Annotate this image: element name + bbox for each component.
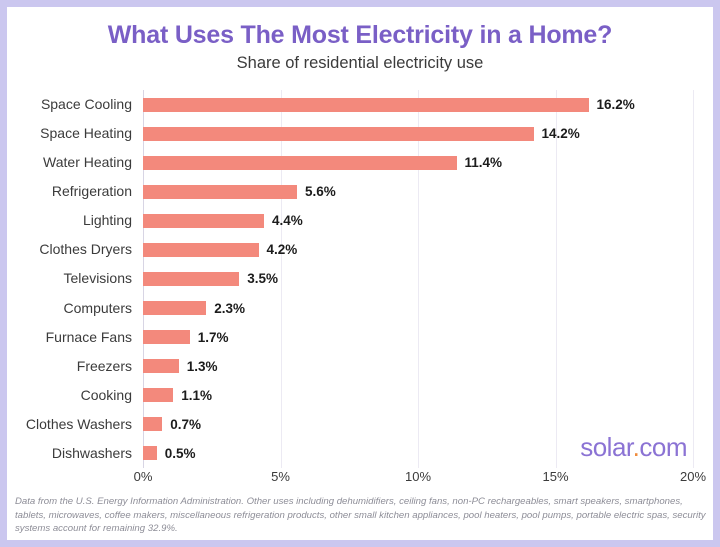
category-label: Dishwashers xyxy=(51,444,132,461)
bar[interactable] xyxy=(143,388,174,403)
bar[interactable] xyxy=(143,359,179,374)
bar[interactable] xyxy=(143,242,259,257)
bar-value-label: 4.4% xyxy=(272,213,303,229)
category-label: Lighting xyxy=(82,212,132,229)
category-label: Water Heating xyxy=(43,154,132,171)
bar-row[interactable]: Lighting 4.4% xyxy=(83,206,693,235)
bar[interactable] xyxy=(143,213,264,228)
x-axis-tick-label: 5% xyxy=(271,469,290,484)
logo-text: solar xyxy=(580,432,633,462)
bar-value-label: 11.4% xyxy=(464,155,503,171)
bar[interactable] xyxy=(143,330,190,345)
bar-value-label: 3.5% xyxy=(247,271,279,287)
chart-subtitle: Share of residential electricity use xyxy=(236,54,484,72)
bar-value-label: 4.2% xyxy=(266,242,298,258)
plot-area: Space Cooling 16.2% Space Heating 14.2% Wate… xyxy=(26,90,694,468)
bar-value-label: 0.5% xyxy=(164,445,196,461)
bar[interactable] xyxy=(143,271,240,286)
bar[interactable] xyxy=(143,417,163,432)
x-axis-tick-label: 10% xyxy=(404,469,432,484)
x-axis-tick-label: 0% xyxy=(133,469,153,484)
bar-row[interactable]: Space Heating 14.2% xyxy=(40,119,693,148)
x-axis-tick-label: 20% xyxy=(679,469,707,484)
category-label: Clothes Dryers xyxy=(39,241,132,258)
chart-title: What Uses The Most Electricity in a Home… xyxy=(107,21,613,49)
bar-row[interactable]: Furnace Fans 1.7% xyxy=(46,323,693,352)
bar-row[interactable]: Freezers 1.3% xyxy=(77,352,693,381)
category-label: Refrigeration xyxy=(51,183,132,200)
gridline xyxy=(555,90,557,468)
x-axis-tick-label: 15% xyxy=(542,469,569,484)
category-label: Space Cooling xyxy=(40,96,132,112)
bar-row[interactable]: Cooking 1.1% xyxy=(81,381,693,410)
bar-row[interactable]: Dishwashers 0.5% xyxy=(52,439,693,468)
bar-value-label: 14.2% xyxy=(541,126,580,142)
bar-row[interactable]: Televisions 3.5% xyxy=(64,264,693,293)
bar-value-label: 5.6% xyxy=(305,184,336,200)
category-label: Computers xyxy=(63,299,132,316)
source-annotation: Data from the U.S. Energy Information Ad… xyxy=(15,496,706,535)
category-label: Clothes Washers xyxy=(25,415,132,432)
gridline xyxy=(280,90,282,468)
bar-value-label: 0.7% xyxy=(170,416,202,432)
bar-row[interactable]: Refrigeration 5.6% xyxy=(52,177,693,206)
bar-row[interactable]: Space Cooling 16.2% xyxy=(41,90,693,119)
bar[interactable] xyxy=(143,301,207,316)
x-axis: 0% 5% 10% 15% 20% xyxy=(134,469,706,491)
gridline xyxy=(418,90,419,468)
bar-row[interactable]: Clothes Washers 0.7% xyxy=(26,410,693,439)
bar[interactable] xyxy=(143,97,589,112)
logo-suffix: com xyxy=(639,432,687,462)
logo-dot: . xyxy=(632,432,640,462)
bar[interactable] xyxy=(143,184,297,199)
bar-value-label: 1.1% xyxy=(181,387,213,403)
bar[interactable] xyxy=(143,126,534,141)
bar-row[interactable]: Clothes Dryers 4.2% xyxy=(39,235,693,264)
solar-com-logo[interactable]: solar.com xyxy=(580,434,687,460)
gridline xyxy=(693,90,694,468)
bar-value-label: 1.3% xyxy=(186,358,218,374)
chart-canvas: What Uses The Most Electricity in a Home… xyxy=(7,7,713,540)
bar-value-label: 2.3% xyxy=(214,300,246,316)
category-label: Furnace Fans xyxy=(45,328,132,345)
category-label: Freezers xyxy=(76,357,132,374)
bar[interactable] xyxy=(143,446,157,461)
bar-value-label: 1.7% xyxy=(197,329,229,345)
category-label: Televisions xyxy=(63,270,132,287)
bar-row[interactable]: Computers 2.3% xyxy=(64,294,693,323)
category-label: Cooking xyxy=(80,386,132,403)
bar-value-label: 16.2% xyxy=(596,97,635,112)
bar-row[interactable]: Water Heating 11.4% xyxy=(43,148,693,177)
bar[interactable] xyxy=(143,155,457,170)
category-label: Space Heating xyxy=(40,125,132,142)
